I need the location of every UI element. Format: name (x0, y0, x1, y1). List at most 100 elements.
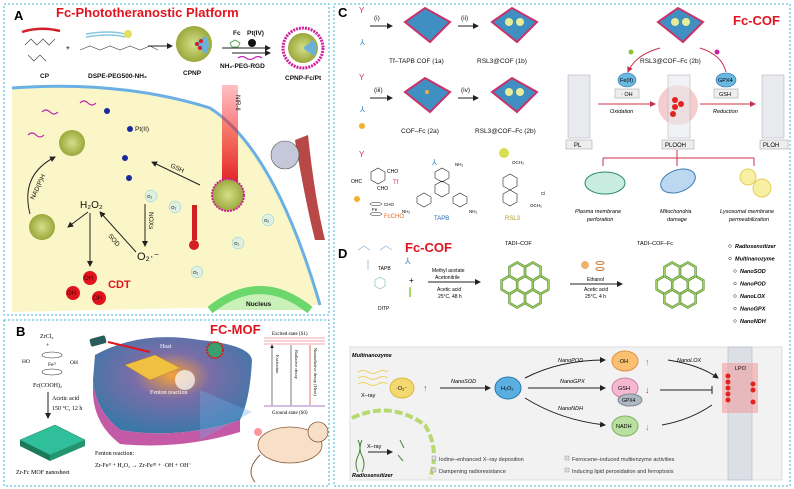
dspe-structure (79, 45, 159, 51)
cpnp-in-cell (211, 178, 245, 212)
superoxide-label-d: ·O₂⁻ (396, 386, 407, 392)
superoxide-label: O₂·⁻ (137, 251, 159, 263)
panel-b: B FC-MOF ZrCl₄ + Feᴵᴵ HO OH Fc(COOH)₂ Ac… (16, 322, 329, 483)
bullet-icon (728, 244, 732, 248)
blood-vessel (295, 135, 325, 240)
tapb-label-d: TAPB (378, 266, 391, 272)
lysosome-icon (752, 178, 772, 198)
panel-a-title: Fc-Phototheranostic Platform (56, 5, 239, 20)
checkbox-icon (431, 455, 437, 461)
nanogpx-label: NanoGPX (560, 379, 585, 385)
heat-label: Heat (160, 344, 172, 350)
tf-structure (370, 167, 386, 185)
lpo-label: LPO (735, 366, 747, 372)
outcome-3-line-2: permeabilization (728, 217, 769, 223)
fc-cooh-label: Fc(COOH)₂ (33, 382, 62, 389)
checkbox-icon (564, 467, 570, 473)
ferrocene-structure (41, 351, 63, 359)
bullet-item: Ferrocene–induced multienzyme activities (572, 457, 675, 463)
oxidation-label: Oxidation (610, 109, 633, 115)
feature-item: NanoPOD (740, 282, 766, 288)
tf-icon: Y (359, 6, 365, 15)
svg-text:O₂: O₂ (264, 218, 270, 223)
panel-c: C Fc-COF Y ⅄ (i) (ii) Tf–TAPB COF (1a) R… (338, 5, 789, 223)
hex-ring-inner (524, 261, 542, 282)
bullet-item: Inducing lipid peroxidation and ferropto… (572, 469, 674, 475)
nanolox-label: NanoLOX (677, 358, 701, 364)
oh-up-arrow-icon: ↑ (645, 357, 650, 367)
och3-label-2: OCH₃ (530, 203, 542, 208)
ditp-structure (374, 276, 386, 290)
nadh-bubble (611, 415, 639, 437)
plasma-membrane-icon (584, 171, 626, 195)
hex-ring-inner (663, 288, 681, 309)
fc-reagent-icon (581, 261, 589, 269)
nh2-label-3: NH₂ (469, 209, 477, 214)
ground-state-label: Ground state (S0) (272, 411, 308, 416)
h2o2-label: H₂O₂ (80, 200, 103, 211)
hex-ring-inner (663, 261, 681, 282)
degraded-np-top (59, 130, 85, 156)
gsh-label-c: GSH (719, 92, 731, 98)
feature-item: Multinanozyme (735, 257, 775, 263)
feature-item: Radiosensitizer (735, 244, 777, 250)
tapb-icon: ⅄ (359, 38, 365, 47)
cond2-line-3: 25°C, 4 h (585, 294, 606, 300)
xray-label-2: X–ray (367, 444, 382, 450)
svg-text:O₂: O₂ (193, 270, 199, 275)
broken-dna-icon (397, 439, 405, 462)
fc-label: Fc (233, 30, 241, 37)
tf-label: Tf (393, 180, 399, 186)
o2-bubbles: O₂ O₂ O₂ O₂ O₂ (144, 189, 275, 279)
cond1-line-1: Methyl acetate (432, 268, 465, 274)
cof-2a-label: COF–Fc (2a) (401, 128, 439, 135)
ho-label: HO (22, 359, 30, 365)
cho-label-2: CHO (377, 186, 388, 192)
cof-1a-label: Tf–TAPB COF (1a) (389, 58, 444, 65)
outcome-3-line-1: Lysosomal membrane (720, 209, 774, 215)
panel-d: D Fc-COF TAPB DITP ⅄ + Methyl acetate Ac… (338, 240, 783, 481)
tapb-structure-d (357, 245, 393, 270)
plus-sign: + (66, 45, 70, 52)
svg-text:Y: Y (359, 73, 365, 82)
feature-item: NanoLOX (740, 294, 765, 300)
cond2-line-2: Acetic acid (584, 287, 608, 293)
hex-ring-inner (524, 288, 542, 309)
oh-label-d: ·OH (618, 359, 628, 365)
cond2-line-1: Ethanol (587, 277, 604, 283)
svg-text:OH: OH (67, 291, 76, 297)
gpx4-label: GPX4 (718, 78, 733, 84)
ohc-label: OHC (351, 179, 363, 185)
tumor-tissue (93, 337, 252, 434)
gpx4-badge (715, 72, 737, 88)
xray-waves-icon (357, 370, 389, 386)
pt4-label: Pt(IV) (247, 30, 264, 37)
panel-a-label: A (14, 8, 24, 23)
panel-b-label: B (16, 324, 25, 339)
bullet-icon (733, 269, 737, 273)
nh2-label-2: NH₂ (402, 209, 410, 214)
laser-beam (107, 341, 151, 353)
degraded-np-bottom (29, 214, 55, 240)
fc-icon (229, 39, 241, 48)
condition-1: Acetic acid (52, 396, 79, 402)
cho-label-1: CHO (387, 169, 398, 175)
nadh-label-d: NADH (616, 424, 632, 430)
cho-label-3: CHO (384, 202, 394, 207)
pl-label: PL (574, 143, 582, 149)
cof-2b-label: RSL3@COF–Fc (2b) (475, 128, 536, 135)
mouse-illustration (200, 390, 329, 483)
xray-label: X–ray (361, 393, 376, 399)
svg-text:O₂: O₂ (147, 194, 153, 199)
outcome-2-line-2: damage (667, 217, 687, 223)
membrane-ploh: PLOH (759, 74, 789, 150)
peg-head-icon (124, 30, 132, 38)
up-arrow-icon: ↑ (423, 383, 428, 393)
nanosheet-label: Zr-Fc MOF nanosheet (16, 470, 70, 476)
svg-text:⅄: ⅄ (404, 256, 411, 266)
fe-label-c: Fe (372, 207, 378, 212)
cp-label: CP (40, 73, 50, 80)
nir-beam (222, 85, 238, 185)
step-ii: (ii) (461, 15, 468, 22)
